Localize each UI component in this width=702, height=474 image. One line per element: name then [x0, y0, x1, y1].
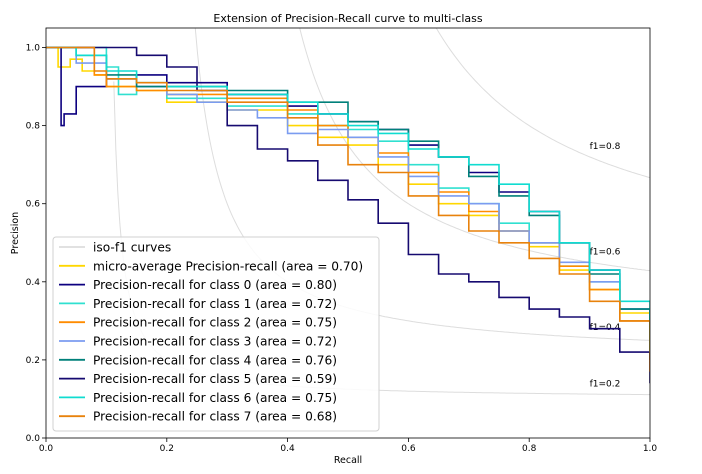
- legend-entry: Precision-recall for class 1 (area = 0.7…: [93, 297, 337, 311]
- legend-entry: Precision-recall for class 5 (area = 0.5…: [93, 372, 337, 386]
- series-line: [46, 46, 650, 384]
- legend-entry: Precision-recall for class 3 (area = 0.7…: [93, 335, 337, 349]
- y-tick-label: 0.8: [26, 122, 41, 132]
- legend-entry: Precision-recall for class 4 (area = 0.7…: [93, 353, 337, 367]
- iso-f1-label: f1=0.6: [590, 247, 621, 257]
- iso-f1-layer: f1=0.2 f1=0.4 f1=0.6 f1=0.8: [113, 28, 650, 396]
- legend-entry: Precision-recall for class 7 (area = 0.6…: [93, 410, 337, 424]
- legend-entry: Precision-recall for class 6 (area = 0.7…: [93, 391, 337, 405]
- iso-f1-label: f1=0.2: [590, 379, 621, 389]
- y-tick-label: 0.4: [26, 278, 41, 288]
- x-axis: 0.0 0.2 0.4 0.6 0.8 1.0: [39, 438, 658, 454]
- y-tick-label: 0.0: [26, 434, 41, 444]
- iso-f1-curve: [299, 28, 650, 272]
- y-axis-label: Precision: [10, 212, 21, 254]
- series-line: [46, 46, 650, 372]
- legend-entry: micro-average Precision-recall (area = 0…: [93, 259, 363, 273]
- plot-frame: [45, 27, 651, 439]
- legend-entry: Precision-recall for class 2 (area = 0.7…: [93, 316, 337, 330]
- y-tick-label: 0.2: [26, 356, 40, 366]
- iso-f1-label: f1=0.8: [590, 142, 621, 152]
- x-tick-label: 0.4: [280, 444, 295, 454]
- iso-f1-label: f1=0.4: [590, 323, 621, 333]
- x-tick-label: 0.6: [401, 444, 416, 454]
- legend-box: [52, 236, 380, 432]
- y-axis: 0.0 0.2 0.4 0.6 0.8 1.0: [26, 44, 46, 444]
- iso-f1-curve: [435, 28, 650, 179]
- legend: iso-f1 curves micro-average Precision-rec…: [52, 236, 380, 432]
- x-tick-label: 0.8: [522, 444, 537, 454]
- legend-entry: iso-f1 curves: [93, 241, 171, 255]
- x-tick-label: 0.0: [39, 444, 54, 454]
- y-tick-label: 1.0: [26, 44, 41, 54]
- y-tick-label: 0.6: [26, 200, 41, 210]
- legend-entry: Precision-recall for class 0 (area = 0.8…: [93, 278, 337, 292]
- x-tick-label: 0.2: [160, 444, 174, 454]
- x-tick-label: 1.0: [643, 444, 658, 454]
- chart-title: Extension of Precision-Recall curve to m…: [213, 12, 482, 25]
- series-layer: [46, 46, 650, 384]
- x-axis-label: Recall: [334, 455, 362, 466]
